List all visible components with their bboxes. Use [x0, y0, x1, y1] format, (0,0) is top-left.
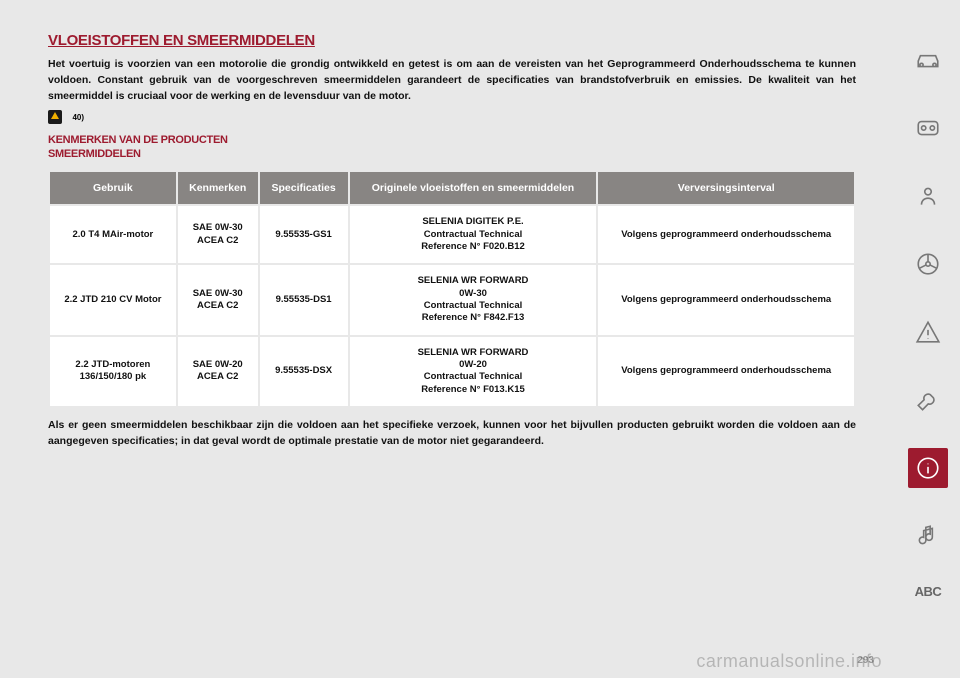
- table-row: 2.0 T4 MAir-motorSAE 0W-30ACEA C29.55535…: [49, 205, 855, 264]
- abc-index-icon[interactable]: ABC: [915, 584, 942, 599]
- col-usage: Gebruik: [49, 171, 177, 205]
- warning-line: 40): [48, 108, 856, 126]
- col-interval: Verversingsinterval: [597, 171, 855, 205]
- info-icon[interactable]: [908, 448, 948, 488]
- car-icon[interactable]: [908, 40, 948, 80]
- seat-icon[interactable]: [908, 176, 948, 216]
- lubricants-table: Gebruik Kenmerken Specificaties Originel…: [48, 170, 856, 408]
- watermark: carmanualsonline.info: [696, 651, 882, 672]
- footnote: Als er geen smeermiddelen beschikbaar zi…: [48, 418, 856, 450]
- dashboard-icon[interactable]: [908, 108, 948, 148]
- table-cell: Volgens geprogrammeerd onderhoudsschema: [597, 336, 855, 407]
- table-cell: SAE 0W-30ACEA C2: [177, 205, 259, 264]
- table-cell: SELENIA WR FORWARD0W-30Contractual Techn…: [349, 264, 598, 335]
- table-cell: Volgens geprogrammeerd onderhoudsschema: [597, 264, 855, 335]
- section-sidebar: ABC: [896, 0, 960, 678]
- music-icon[interactable]: [908, 516, 948, 556]
- subheading-2: SMEERMIDDELEN: [48, 148, 856, 160]
- intro-text: Het voertuig is voorzien van een motorol…: [48, 57, 856, 104]
- table-row: 2.2 JTD-motoren136/150/180 pkSAE 0W-20AC…: [49, 336, 855, 407]
- table-cell: SELENIA WR FORWARD0W-20Contractual Techn…: [349, 336, 598, 407]
- col-original: Originele vloeistoffen en smeermiddelen: [349, 171, 598, 205]
- col-features: Kenmerken: [177, 171, 259, 205]
- table-cell: Volgens geprogrammeerd onderhoudsschema: [597, 205, 855, 264]
- table-cell: 2.2 JTD 210 CV Motor: [49, 264, 177, 335]
- warning-icon[interactable]: [908, 312, 948, 352]
- table-cell: 9.55535-DSX: [259, 336, 349, 407]
- table-cell: 9.55535-DS1: [259, 264, 349, 335]
- subheading-1: KENMERKEN VAN DE PRODUCTEN: [48, 134, 856, 146]
- steering-icon[interactable]: [908, 244, 948, 284]
- col-specs: Specificaties: [259, 171, 349, 205]
- page-title: VLOEISTOFFEN EN SMEERMIDDELEN: [48, 32, 856, 49]
- table-row: 2.2 JTD 210 CV MotorSAE 0W-30ACEA C29.55…: [49, 264, 855, 335]
- warning-triangle-icon: [48, 110, 62, 124]
- wrench-icon[interactable]: [908, 380, 948, 420]
- table-cell: 9.55535-GS1: [259, 205, 349, 264]
- table-cell: 2.2 JTD-motoren136/150/180 pk: [49, 336, 177, 407]
- table-cell: 2.0 T4 MAir-motor: [49, 205, 177, 264]
- table-cell: SELENIA DIGITEK P.E.Contractual Technica…: [349, 205, 598, 264]
- table-cell: SAE 0W-30ACEA C2: [177, 264, 259, 335]
- table-cell: SAE 0W-20ACEA C2: [177, 336, 259, 407]
- warning-number: 40): [72, 113, 84, 122]
